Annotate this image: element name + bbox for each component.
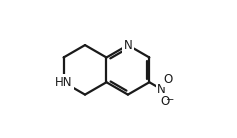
Text: +: + [161, 80, 169, 89]
Text: HN: HN [55, 76, 72, 89]
Text: O: O [163, 73, 173, 86]
Text: N: N [157, 83, 166, 96]
Text: N: N [123, 39, 132, 52]
Text: −: − [166, 95, 174, 105]
Text: O: O [160, 95, 169, 108]
